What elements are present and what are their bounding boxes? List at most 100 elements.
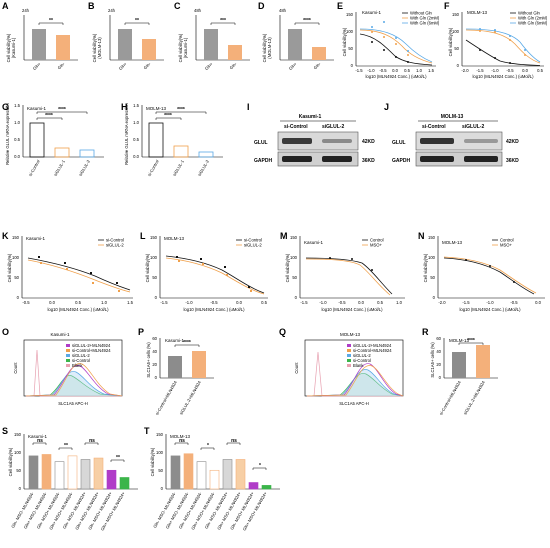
y-axis-label: Cell viability(%) — [92, 33, 97, 62]
x-tick: si-Control — [28, 159, 41, 177]
x-tick: Gln+ — [118, 61, 128, 71]
legend-entry: With Gln (6mM) — [410, 21, 440, 26]
y-tick: 150 — [428, 235, 436, 240]
x-tick: 0.5 — [75, 300, 81, 305]
time-label: 48h — [279, 8, 287, 13]
panel-I: I Kasumi-1 si-Control siGLUL-2 GLUL GAPD… — [247, 102, 375, 167]
panel-label: I — [247, 102, 250, 112]
chart-title: MOLM-13 — [170, 434, 191, 439]
y-tick: 1.0 — [14, 120, 20, 125]
panel-Q: Q MOLM-13 Count SLC1A5 APC-H siGLUL-2+ML… — [279, 327, 404, 406]
bar-group — [28, 454, 130, 490]
x-tick: -1.0 — [367, 68, 375, 73]
legend-entry: si-Control — [72, 358, 90, 363]
x-tick: 1.0 — [396, 300, 402, 305]
chart-title: MOLM-13 — [449, 338, 470, 343]
size-label: 36KD — [506, 158, 519, 164]
blot-strip-glul — [277, 131, 359, 151]
bar — [198, 151, 214, 158]
chart-title: MOLM-13 — [340, 332, 361, 337]
panel-J: J MOLM-13 si-Control siGLUL-2 GLUL GAPDH… — [384, 102, 519, 167]
panel-E: E Cell viability(%) 0 50 100 150 Kasumi-… — [337, 1, 440, 79]
bar — [173, 145, 189, 158]
curve-mso — [305, 258, 391, 296]
sig-label: ns — [37, 438, 43, 444]
y-tick: 50 — [158, 468, 163, 473]
blot-strip-gapdh — [277, 151, 359, 167]
legend-entry: si-Control — [106, 238, 124, 243]
x-tick: 0.0 — [522, 68, 528, 73]
x-tick: Gln- MSO- MLN4924- — [10, 490, 35, 528]
row-label: GAPDH — [254, 158, 272, 164]
legend-entry: With Gln (2mM) — [518, 16, 548, 21]
y-axis-label: Cell viability(%) — [423, 253, 428, 282]
y-axis-label: Relative GLUL mRNA expression — [124, 102, 129, 164]
lane-label: siGLUL-2 — [462, 124, 484, 130]
y-axis-label: SLC1A5+ cells (%) — [146, 342, 151, 378]
y-tick: 100 — [452, 29, 460, 34]
curve-without-gln — [465, 39, 541, 66]
blot-title: MOLM-13 — [441, 114, 464, 120]
x-tick: -0.5 — [338, 300, 346, 305]
panel-label: D — [258, 1, 265, 11]
chart-title: Kasumi-1 — [362, 10, 382, 15]
panel-H: H Relative GLUL mRNA expression MOLM-13 … — [121, 102, 223, 177]
x-axis-label: SLC1A5 APC-H — [58, 401, 88, 406]
x-tick: siGLUL-1 — [53, 158, 67, 176]
sig-label: **** — [183, 340, 191, 346]
legend-entry: si-Control — [353, 358, 371, 363]
legend-entry: With Gln (2mM) — [410, 16, 440, 21]
x-tick: -1.5 — [300, 300, 308, 305]
y-axis-label: Cell viability(%) — [178, 33, 183, 62]
legend-entry: siGLUL-2 — [244, 243, 262, 248]
bar — [168, 356, 182, 378]
y-axis-sub: (Kasumi-1) — [183, 37, 188, 58]
panel-label: S — [2, 426, 8, 436]
hist-siglul2-mln — [25, 365, 123, 397]
curve-siglul-2 — [27, 259, 131, 293]
legend-entry: Without Gln — [518, 11, 541, 16]
x-tick: -1.5 — [462, 300, 470, 305]
time-label: 24h — [108, 8, 116, 13]
x-tick: -0.5 — [510, 300, 518, 305]
x-tick: Gln+ — [288, 61, 298, 71]
x-tick: -1.5 — [160, 300, 168, 305]
y-tick: 40 — [152, 349, 157, 354]
y-tick: 50 — [16, 468, 21, 473]
panel-label: Q — [279, 327, 286, 337]
y-tick: 1.0 — [133, 120, 139, 125]
hist-sicontrol — [306, 373, 404, 397]
curve-gln-6mm — [359, 28, 433, 63]
y-tick: 60 — [152, 336, 157, 341]
x-tick: 0.0 — [392, 68, 398, 73]
curve-si-control — [165, 255, 265, 294]
chart-title: MOLM-13 — [442, 240, 463, 245]
y-tick: 0 — [19, 486, 22, 491]
panel-T: T Cell viability(%) MOLM-13 0 50 100 150… — [144, 426, 280, 531]
curve-gln-2mm — [359, 29, 433, 64]
x-tick-group: Gln- MSO- MLN4924-Gln+ MSO- MLN4924-Gln-… — [10, 490, 126, 531]
x-tick: -0.5 — [506, 68, 514, 73]
bar-gln-minus — [56, 35, 70, 60]
x-tick: 1.0 — [416, 68, 422, 73]
hist-siglul2-mln — [306, 363, 404, 397]
x-tick: Gln+ MSO+ MLN4924+ — [242, 491, 269, 532]
chart-title: Kasumi-1 — [28, 434, 48, 439]
panel-A: A 24h Cell viability(%) (Kasumi-1) ** Gl… — [2, 1, 78, 71]
hist-sicontrol-mln — [25, 363, 123, 397]
y-axis-label: Cell viability(%) — [6, 33, 11, 62]
panel-N: N Cell viability(%) MOLM-13 0 50 100 150… — [418, 231, 545, 312]
y-tick: 0 — [457, 63, 460, 68]
x-tick: siGLUL-2 — [197, 158, 211, 176]
y-tick: 0 — [433, 295, 436, 300]
x-tick: si-Control+MLN4924 — [154, 379, 178, 415]
size-label: 42KD — [506, 139, 519, 145]
sig-label: *** — [220, 18, 226, 24]
bar — [170, 455, 181, 490]
panel-B: B 24h Cell viability(%) (MOLM-13) ** Gln… — [88, 1, 164, 71]
legend-entry: MSO+ — [500, 243, 513, 248]
x-tick: -1.0 — [491, 68, 499, 73]
blot-strip-glul — [415, 131, 503, 151]
chart-title: MOLM-13 — [146, 106, 167, 111]
